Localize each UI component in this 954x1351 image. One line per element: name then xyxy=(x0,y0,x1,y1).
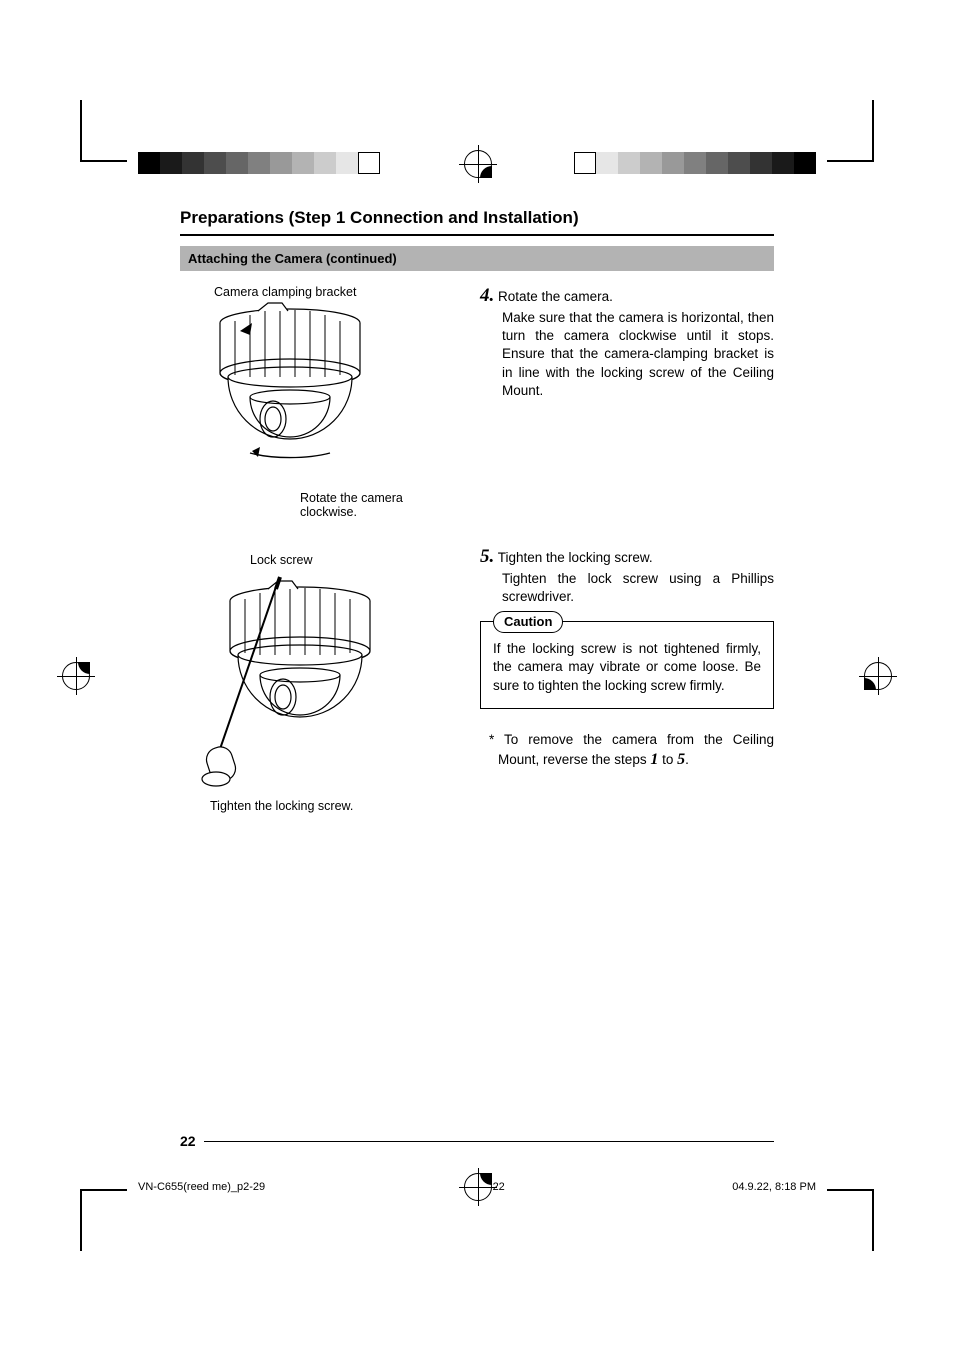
registration-mark xyxy=(464,150,492,178)
print-footer: VN-C655(reed me)_p2-29 22 04.9.22, 8:18 … xyxy=(138,1181,816,1193)
figure-label-rotate-1: Rotate the camera xyxy=(300,491,450,505)
figure-label-tighten: Tighten the locking screw. xyxy=(210,799,450,813)
caution-label: Caution xyxy=(493,611,563,633)
crop-mark xyxy=(80,1189,127,1191)
figure-rotate-camera: Camera clamping bracket xyxy=(180,285,450,519)
crop-mark xyxy=(80,1189,82,1251)
footer-page: 22 xyxy=(493,1181,505,1193)
color-calibration-bar-right xyxy=(574,152,816,174)
step-5-number: 5. xyxy=(480,546,494,567)
crop-mark xyxy=(872,1189,874,1251)
page-number: 22 xyxy=(180,1133,196,1149)
step-5-title: Tighten the locking screw. xyxy=(498,550,653,565)
color-calibration-bar-left xyxy=(138,152,380,174)
figure-label-bracket: Camera clamping bracket xyxy=(214,285,450,299)
crop-mark xyxy=(80,160,127,162)
page-number-rule xyxy=(204,1141,774,1142)
crop-mark xyxy=(827,160,874,162)
step-5-body: Tighten the lock screw using a Phillips … xyxy=(502,570,774,606)
step-4-line: 4. Rotate the camera. xyxy=(480,285,774,307)
step-4-body: Make sure that the camera is horizontal,… xyxy=(502,309,774,400)
caution-box: Caution If the locking screw is not tigh… xyxy=(480,621,774,710)
instructions-column: 4. Rotate the camera. Make sure that the… xyxy=(480,285,774,847)
caution-text: If the locking screw is not tightened fi… xyxy=(493,641,761,694)
crop-mark xyxy=(872,100,874,162)
two-column-layout: Camera clamping bracket xyxy=(180,285,774,847)
figures-column: Camera clamping bracket xyxy=(180,285,450,847)
removal-note: * To remove the camera from the Ceiling … xyxy=(498,731,774,771)
figure-lock-screw: Lock screw xyxy=(180,553,450,813)
registration-mark xyxy=(62,662,90,690)
footer-timestamp: 04.9.22, 8:18 PM xyxy=(732,1181,816,1193)
subsection-header: Attaching the Camera (continued) xyxy=(180,246,774,271)
step-4-number: 4. xyxy=(480,285,494,306)
title-rule xyxy=(180,234,774,236)
section-title: Preparations (Step 1 Connection and Inst… xyxy=(180,208,774,228)
camera-lockscrew-illustration xyxy=(180,569,410,799)
step-5-line: 5. Tighten the locking screw. xyxy=(480,546,774,568)
step-4-title: Rotate the camera. xyxy=(498,289,613,304)
footer-filename: VN-C655(reed me)_p2-29 xyxy=(138,1181,265,1193)
camera-rotate-illustration xyxy=(180,301,410,491)
figure-label-rotate-2: clockwise. xyxy=(300,505,450,519)
page: Preparations (Step 1 Connection and Inst… xyxy=(0,0,954,1351)
registration-mark xyxy=(864,662,892,690)
content-area: Preparations (Step 1 Connection and Inst… xyxy=(180,208,774,847)
crop-mark xyxy=(827,1189,874,1191)
crop-mark xyxy=(80,100,82,162)
figure-label-lockscrew: Lock screw xyxy=(250,553,450,567)
